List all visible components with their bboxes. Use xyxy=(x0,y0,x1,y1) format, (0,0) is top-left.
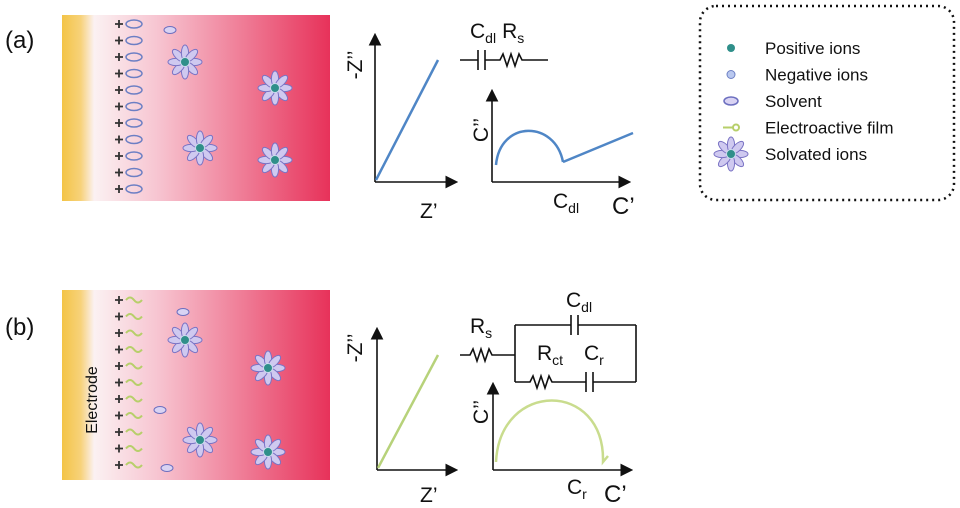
subscript: r xyxy=(582,486,587,502)
ion-core xyxy=(264,364,273,373)
capacitance-curve xyxy=(496,131,633,165)
ion-core xyxy=(196,436,205,445)
circuit-label: Cr xyxy=(584,342,604,368)
subscript: r xyxy=(599,352,604,368)
circuit-label: Rct xyxy=(537,342,563,368)
circuit-label: Rs xyxy=(470,315,492,341)
symbol: R xyxy=(502,20,517,43)
ion-core xyxy=(264,448,273,457)
circuit-label: Cdl xyxy=(566,289,592,315)
symbol: C xyxy=(470,20,485,43)
symbol: C xyxy=(553,190,568,213)
legend-label: Electroactive film xyxy=(765,119,893,138)
solvent xyxy=(164,27,176,34)
figure: (a) -Z’’ Z’ Cdl Rs C’’ Cdl C’ Positive io… xyxy=(0,0,960,508)
ion-core xyxy=(271,156,280,165)
subscript: s xyxy=(517,30,524,46)
symbol: R xyxy=(470,315,485,338)
solvated-ion xyxy=(251,435,285,469)
y-axis-label: -Z’’ xyxy=(344,334,367,363)
capacitance-curve xyxy=(496,401,608,463)
x-axis-label: C’ xyxy=(612,193,635,220)
solvent xyxy=(177,309,189,316)
marker-label: Cdl xyxy=(553,190,579,216)
solvent xyxy=(161,465,173,472)
legend-box xyxy=(700,6,954,200)
impedance-line xyxy=(376,60,438,180)
legend-icon xyxy=(724,97,738,105)
legend-label: Solvated ions xyxy=(765,145,867,164)
subscript: dl xyxy=(581,299,592,315)
y-axis-label: -Z’’ xyxy=(344,51,367,80)
panel-label: (b) xyxy=(5,314,34,341)
legend-icon xyxy=(723,125,739,131)
legend-label: Negative ions xyxy=(765,66,868,85)
ion-core xyxy=(181,336,190,345)
legend-icon xyxy=(727,71,735,79)
solvated-ion xyxy=(168,323,202,357)
x-axis-label: Z’ xyxy=(420,200,438,223)
solvated-ion xyxy=(258,143,292,177)
subscript: dl xyxy=(485,30,496,46)
electrode-scene xyxy=(62,15,330,201)
y-axis-label: C’’ xyxy=(470,400,493,424)
legend-icon xyxy=(727,44,735,52)
ion-core xyxy=(181,58,190,67)
legend-label: Solvent xyxy=(765,92,822,111)
ion-core xyxy=(727,150,736,159)
x-axis-label: C’ xyxy=(604,481,627,508)
subscript: ct xyxy=(552,352,563,368)
ion-core xyxy=(196,144,205,153)
symbol: C xyxy=(566,289,581,312)
symbol: C xyxy=(567,476,582,499)
legend-label: Positive ions xyxy=(765,39,860,58)
legend: Positive ions Negative ions Solvent Electro… xyxy=(714,39,893,171)
circuit-label: Cdl Rs xyxy=(470,20,524,46)
impedance-line xyxy=(378,355,438,468)
symbol: C xyxy=(584,342,599,365)
solvent xyxy=(154,407,166,414)
solvated-ion xyxy=(183,423,217,457)
y-axis-label: C’’ xyxy=(470,118,493,142)
solvated-ion xyxy=(258,71,292,105)
circuit xyxy=(460,50,548,70)
electrode-label: Electrode xyxy=(84,366,101,434)
electrode-scene xyxy=(62,290,330,480)
panel-label: (a) xyxy=(5,27,34,54)
solvated-ion xyxy=(251,351,285,385)
ion-core xyxy=(271,84,280,93)
subscript: dl xyxy=(568,200,579,216)
subscript: s xyxy=(485,325,492,341)
x-axis-label: Z’ xyxy=(420,484,438,507)
marker-label: Cr xyxy=(567,476,587,502)
solvated-ion xyxy=(183,131,217,165)
symbol: R xyxy=(537,342,552,365)
solvated-ion xyxy=(168,45,202,79)
solvated-ion xyxy=(714,137,748,171)
